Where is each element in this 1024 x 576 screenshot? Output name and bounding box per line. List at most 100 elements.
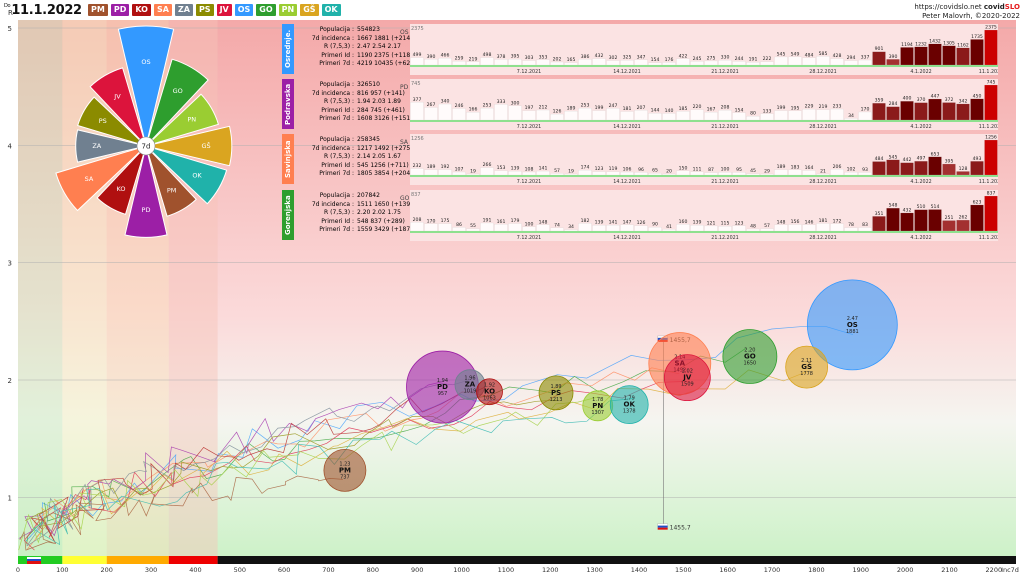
brand-slo: SLO bbox=[1004, 3, 1020, 11]
stat-row: Primeri Id :284 745 (+461) bbox=[296, 107, 426, 116]
daily-bar-label: 207 bbox=[637, 105, 646, 111]
x-tick-label: 700 bbox=[322, 566, 334, 574]
daily-bar bbox=[774, 56, 788, 66]
daily-bar-label: 351 bbox=[875, 211, 884, 217]
daily-bar-label: 156 bbox=[791, 219, 800, 225]
legend-chip-2[interactable]: KO bbox=[132, 4, 151, 16]
daily-bar-label: 510 bbox=[917, 204, 926, 210]
daily-bar-label: 19 bbox=[470, 169, 476, 175]
daily-bar-label: 161 bbox=[497, 219, 506, 225]
daily-bar bbox=[928, 156, 942, 176]
bubble-name: ZA bbox=[465, 381, 476, 389]
daily-bar-label: 251 bbox=[945, 215, 954, 221]
region-tab[interactable]: Savinjska bbox=[282, 134, 294, 184]
x-tick-label: 200 bbox=[101, 566, 113, 574]
stat-label: 7d incidenca : bbox=[311, 200, 354, 208]
daily-bar-label: 95 bbox=[736, 167, 742, 173]
site-url[interactable]: https://covidslo.net bbox=[914, 3, 982, 11]
daily-bar-label: 585 bbox=[819, 51, 828, 57]
mini-chart-baseline bbox=[410, 65, 998, 67]
daily-bar bbox=[494, 224, 508, 232]
bubble-incidence: 1509 bbox=[681, 382, 694, 388]
daily-bar bbox=[816, 56, 830, 66]
daily-bar-label: 121 bbox=[707, 220, 716, 226]
stat-label: Primeri 7d : bbox=[319, 115, 354, 123]
legend-chip-10[interactable]: GŠ bbox=[300, 4, 319, 16]
daily-bar-label: 653 bbox=[931, 151, 940, 157]
stat-value: 207842 bbox=[357, 192, 380, 199]
legend-chip-3[interactable]: SA bbox=[153, 4, 172, 16]
daily-bar bbox=[578, 108, 592, 121]
legend-chip-9[interactable]: PN bbox=[278, 4, 298, 16]
legend-chip-0[interactable]: PM bbox=[88, 4, 108, 16]
region-tab[interactable]: Osrednje. bbox=[282, 24, 294, 74]
date-prefix: Do bbox=[4, 3, 11, 9]
daily-bar-label: 41 bbox=[666, 224, 672, 230]
legend-chip-4[interactable]: ZA bbox=[174, 4, 193, 16]
daily-bar-label: 246 bbox=[455, 103, 464, 109]
daily-bar-label: 262 bbox=[959, 215, 968, 221]
daily-bar-label: 422 bbox=[679, 53, 688, 59]
daily-bar bbox=[956, 171, 970, 176]
legend-chip-7[interactable]: OS bbox=[234, 4, 254, 16]
daily-bar-label: 141 bbox=[609, 220, 618, 226]
stat-row: Populacija :207842 bbox=[296, 192, 426, 201]
pie-slice-label: PM bbox=[167, 186, 177, 194]
stat-row: Populacija :258345 bbox=[296, 136, 426, 145]
x-tick-label: 600 bbox=[278, 566, 290, 574]
daily-bar bbox=[522, 226, 536, 232]
pie-slice-label: OS bbox=[141, 58, 150, 66]
legend-chip-6[interactable]: JV bbox=[216, 4, 232, 16]
daily-bar bbox=[508, 105, 522, 121]
daily-bar bbox=[872, 216, 886, 232]
x-tick-label: 800 bbox=[367, 566, 379, 574]
daily-bar-label: 548 bbox=[889, 203, 898, 209]
mini-chart-baseline bbox=[410, 231, 998, 233]
daily-bar-label: 115 bbox=[721, 221, 730, 227]
legend-chip-1[interactable]: PD bbox=[110, 4, 130, 16]
daily-bar bbox=[900, 47, 914, 66]
x-tick-label: 2200 bbox=[986, 566, 1003, 574]
pie-slice-OK bbox=[145, 145, 228, 205]
region-tab[interactable]: Gorenjska bbox=[282, 190, 294, 240]
daily-bar-label: 65 bbox=[652, 168, 658, 174]
daily-bar-label: 133 bbox=[763, 108, 772, 114]
daily-bar-label: 20 bbox=[666, 169, 672, 175]
daily-bar bbox=[914, 161, 928, 176]
daily-bar bbox=[536, 109, 550, 121]
bubble-circle bbox=[785, 345, 829, 389]
daily-bar-label: 34 bbox=[568, 224, 574, 230]
legend-chip-5[interactable]: PS bbox=[195, 4, 214, 16]
daily-bar-label: 195 bbox=[791, 105, 800, 111]
stat-label: Populacija : bbox=[319, 136, 354, 143]
daily-bar bbox=[802, 109, 816, 121]
region-panel-GO: Gorenjska Populacija :207842 7d incidenca … bbox=[282, 190, 998, 241]
daily-bar-label: 86 bbox=[456, 222, 462, 228]
region-panel-PD: Podravska Populacija :326510 7d incidenca … bbox=[282, 79, 998, 130]
mini-chart-date: 28.12.2021 bbox=[809, 179, 836, 185]
daily-bar bbox=[886, 207, 900, 232]
daily-bar bbox=[886, 106, 900, 121]
daily-bar-label: 499 bbox=[413, 52, 422, 58]
mini-chart-date: 11.1.2022 bbox=[979, 124, 998, 130]
daily-bar-label: 83 bbox=[862, 222, 868, 228]
stat-row: 7d incidenca :1667 1881 (+214) bbox=[296, 35, 426, 44]
pie-slice-label: OK bbox=[192, 171, 202, 179]
daily-bar bbox=[802, 224, 816, 232]
daily-bar-label: 325 bbox=[623, 55, 632, 61]
regional-pie: OS GO PN GŠ OK PM PD KO SA ZA PS JV 7d bbox=[55, 25, 233, 238]
region-code: GO bbox=[400, 195, 410, 202]
daily-bar-label: 123 bbox=[595, 166, 604, 172]
daily-bar-label: 147 bbox=[623, 219, 632, 225]
date-value: 11.1.2022 bbox=[11, 3, 82, 18]
legend-chip-11[interactable]: OK bbox=[321, 4, 341, 16]
region-tab[interactable]: Podravska bbox=[282, 79, 294, 129]
daily-bar-label: 212 bbox=[539, 105, 548, 111]
x-tick-label: 400 bbox=[189, 566, 201, 574]
trajectory-JV bbox=[23, 381, 690, 551]
daily-bar-label: 108 bbox=[525, 166, 534, 172]
legend-chip-8[interactable]: GO bbox=[256, 4, 276, 16]
daily-bar bbox=[718, 60, 732, 66]
daily-bar-label: 192 bbox=[441, 164, 450, 170]
